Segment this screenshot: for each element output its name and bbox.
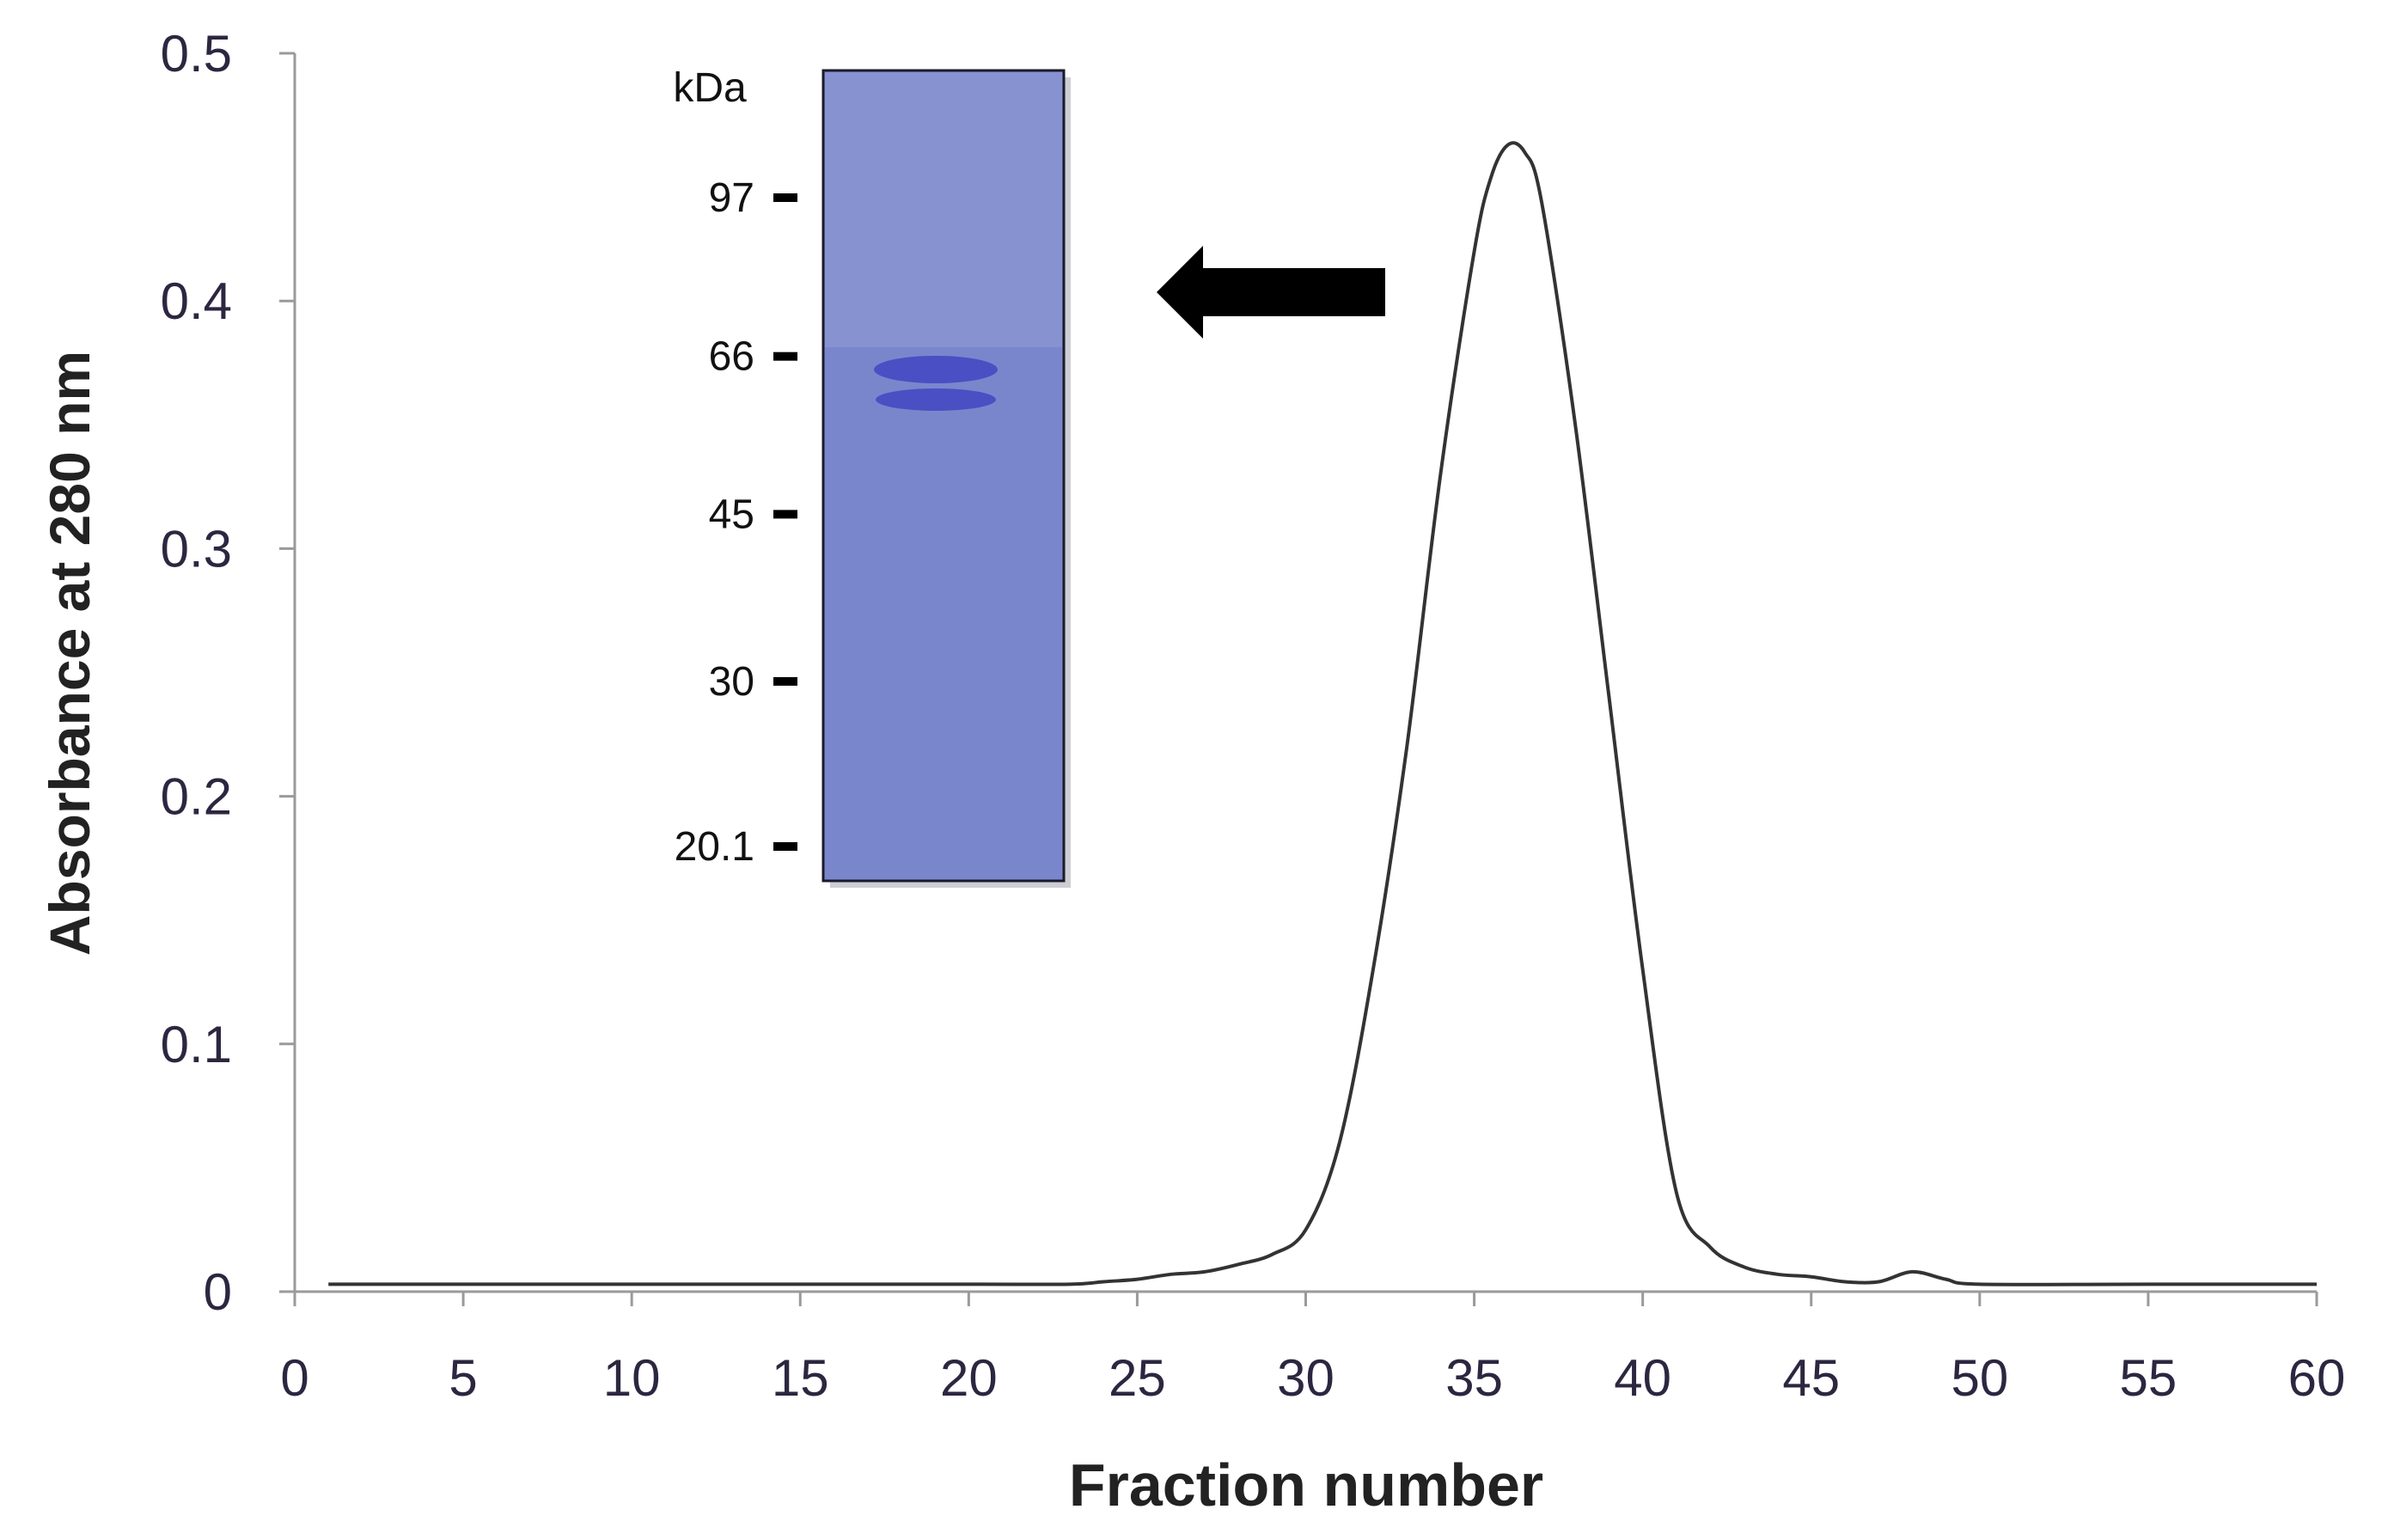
x-tick-label: 60 — [2288, 1349, 2346, 1407]
gel-marker-label: 97 — [709, 175, 754, 221]
x-tick-label: 50 — [1951, 1349, 2008, 1407]
x-tick-label: 45 — [1782, 1349, 1840, 1407]
y-tick-label: 0.3 — [161, 520, 232, 578]
y-tick-label: 0.1 — [161, 1016, 232, 1073]
gel-marker-group: 97 66 45 30 20.1 — [675, 175, 797, 870]
x-tick-label: 35 — [1445, 1349, 1503, 1407]
gel-marker-tick — [773, 351, 797, 361]
x-tick-label: 10 — [603, 1349, 661, 1407]
x-tick-label: 55 — [2120, 1349, 2177, 1407]
absorbance-line — [328, 141, 2317, 1286]
gel-band-upper — [874, 356, 998, 383]
x-tick-label: 30 — [1277, 1349, 1335, 1407]
gel-marker-tick — [773, 193, 797, 202]
x-tick-label: 15 — [772, 1349, 829, 1407]
x-tick-label: 40 — [1614, 1349, 1671, 1407]
x-tick-label: 20 — [940, 1349, 998, 1407]
x-tick-label: 25 — [1109, 1349, 1166, 1407]
gel-band-lower — [876, 388, 996, 411]
arrow-head — [1157, 246, 1203, 339]
y-tick-label: 0.5 — [161, 25, 232, 82]
band-arrow — [1157, 246, 1385, 339]
sds-page-gel-inset: kDa 97 66 45 30 20.1 — [673, 65, 1385, 888]
gel-marker-label: 45 — [709, 492, 754, 537]
arrow-shaft — [1194, 268, 1385, 316]
gel-unit-label: kDa — [673, 65, 747, 111]
y-tick-label: 0 — [204, 1263, 232, 1321]
gel-marker-label: 66 — [709, 334, 754, 380]
gel-marker-tick — [773, 676, 797, 686]
y-tick-label: 0.4 — [161, 272, 232, 330]
gel-light-region — [825, 72, 1062, 347]
gel-marker-label: 20.1 — [675, 824, 754, 870]
gel-lane — [821, 69, 1066, 883]
y-tick-group: 0 0.1 0.2 0.3 0.4 0.5 — [161, 25, 295, 1321]
x-tick-label: 0 — [280, 1349, 308, 1407]
x-axis-title: Fraction number — [1069, 1451, 1543, 1519]
gel-marker-tick — [773, 510, 797, 519]
y-tick-label: 0.2 — [161, 768, 232, 826]
x-tick-group: 0 5 10 15 20 25 30 35 40 45 50 55 60 — [280, 1292, 2345, 1407]
gel-marker-tick — [773, 842, 797, 851]
x-tick-label: 5 — [449, 1349, 477, 1407]
gel-marker-label: 30 — [709, 659, 754, 705]
y-axis-title: Absorbance at 280 nm — [38, 351, 101, 956]
